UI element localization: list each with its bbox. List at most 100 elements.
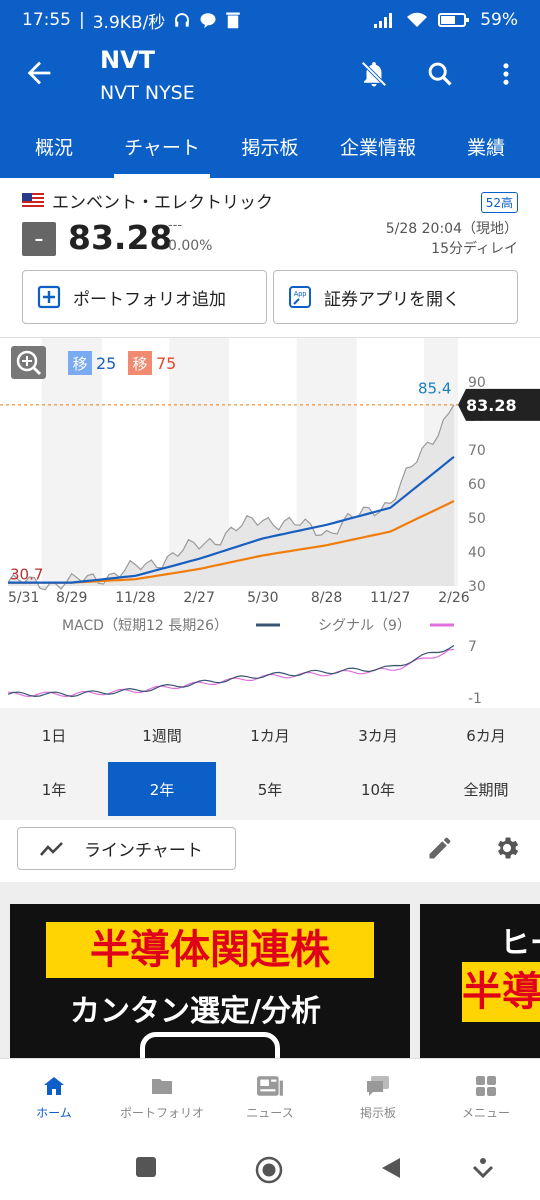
system-nav-bar [0, 1136, 540, 1200]
tab-board[interactable]: 掲示板 [241, 136, 299, 159]
price-change: --- [168, 218, 183, 233]
macd-legend-label: MACD（短期12 長期26） [62, 618, 228, 634]
period-1w[interactable]: 1週間 [142, 726, 182, 745]
period-3m[interactable]: 3カ月 [358, 726, 398, 745]
grid-icon [476, 1076, 496, 1096]
open-securities-app-button[interactable]: App 証券アプリを開く [273, 270, 518, 324]
page-subtitle: NVT NYSE [100, 82, 195, 104]
macd-tick-top: 7 [468, 639, 477, 655]
app-icon-text: App [294, 291, 307, 298]
ma75-legend-glyph: 移 [132, 355, 147, 373]
nav-home[interactable]: ホーム [0, 1059, 108, 1136]
chart-type-button[interactable]: ラインチャート [17, 827, 236, 870]
nav-arrow-down-icon[interactable] [472, 1156, 494, 1180]
banner-headline: 半導体関連株 [46, 922, 374, 978]
chart-tool-row: ラインチャート [0, 820, 540, 882]
trash-icon [226, 12, 241, 29]
x-tick-label: 2/27 [183, 590, 214, 606]
more-vertical-icon [503, 63, 509, 85]
low-label: 30.7 [10, 566, 43, 584]
bottom-navigation: ホーム ポートフォリオ ニュース 掲示板 メニュー [0, 1058, 540, 1136]
y-tick-label: 30 [468, 579, 486, 595]
search-button[interactable] [422, 56, 458, 92]
home-circle-icon[interactable] [255, 1156, 283, 1184]
promo-banner-next[interactable]: ヒー 半導 [420, 904, 540, 1058]
tab-chart[interactable]: チャート [108, 114, 216, 178]
y-tick-label: 70 [468, 443, 486, 459]
chart-band [41, 338, 102, 586]
settings-gear-icon[interactable] [493, 834, 521, 862]
ma25-line [8, 455, 455, 584]
bell-off-icon [361, 61, 387, 87]
52-week-high-badge: 52高 [480, 192, 518, 213]
nav-menu[interactable]: メニュー [432, 1059, 540, 1136]
chart-bands [41, 338, 458, 586]
banner-phone-graphic [140, 1032, 280, 1058]
y-tick-label: 50 [468, 511, 486, 527]
y-tick-label: 60 [468, 477, 486, 493]
period-1d[interactable]: 1日 [41, 726, 67, 745]
signal-legend-label: シグナル（9） [318, 618, 411, 634]
current-price-tag: 83.28 [458, 388, 540, 421]
status-time: 17:55 [22, 10, 71, 30]
banner2-subline: 半導 [462, 962, 540, 1022]
battery-percent: 59% [480, 10, 518, 30]
ma25-legend-swatch [68, 351, 92, 375]
recent-apps-icon[interactable] [135, 1156, 157, 1178]
nav-news[interactable]: ニュース [216, 1059, 324, 1136]
add-portfolio-button[interactable]: ポートフォリオ追加 [22, 270, 267, 324]
high-label: 85.4 [418, 380, 451, 398]
period-1y[interactable]: 1年 [41, 780, 67, 799]
app-bar: NVT NVT NYSE [0, 40, 540, 114]
period-2y[interactable]: 2年 [108, 762, 216, 816]
banner2-headline: ヒー [500, 926, 540, 961]
period-6m[interactable]: 6カ月 [466, 726, 506, 745]
promo-banner-semiconductor[interactable]: 半導体関連株 カンタン選定/分析 [10, 904, 410, 1058]
ma75-legend-swatch [128, 351, 152, 375]
zoom-in-button[interactable] [11, 346, 46, 379]
wifi-icon [407, 12, 428, 27]
y-tick-label: 40 [468, 545, 486, 561]
notifications-off-button[interactable] [356, 56, 392, 92]
nav-board[interactable]: 掲示板 [324, 1059, 432, 1136]
status-bar: 17:55 | 3.9KB/秒 59% [0, 0, 540, 40]
headphones-icon [175, 13, 190, 27]
promo-banner-area: 半導体関連株 カンタン選定/分析 ヒー 半導 [0, 882, 540, 1058]
tab-earnings[interactable]: 業績 [466, 136, 505, 159]
signal-line [7, 648, 455, 698]
back-triangle-icon[interactable] [380, 1156, 402, 1180]
more-menu-button[interactable] [488, 56, 524, 92]
stock-chart[interactable]: 移 25 移 75 90807060504030 5/318/2911/282/… [0, 338, 540, 710]
banner-subline: カンタン選定/分析 [70, 994, 321, 1029]
x-tick-label: 2/26 [438, 590, 470, 606]
plus-box-icon [37, 285, 61, 309]
nav-portfolio[interactable]: ポートフォリオ [108, 1059, 216, 1136]
status-speed: 3.9KB/秒 [92, 12, 166, 33]
back-button[interactable] [22, 56, 56, 90]
period-5y[interactable]: 5年 [257, 780, 283, 799]
arrow-left-icon [27, 61, 51, 85]
period-10y[interactable]: 10年 [360, 780, 396, 799]
x-tick-label: 8/28 [311, 590, 342, 606]
current-price-tag-text: 83.28 [466, 396, 517, 415]
price-area [8, 404, 454, 590]
pencil-icon[interactable] [426, 834, 454, 862]
app-icon: App [289, 286, 311, 308]
tab-company-info[interactable]: 企業情報 [339, 136, 416, 159]
page-title: NVT [100, 46, 156, 74]
x-tick-label: 11/28 [115, 590, 155, 606]
ma75-legend-value: 75 [156, 354, 176, 373]
line-chart-icon [40, 841, 63, 856]
tab-overview[interactable]: 概況 [34, 136, 73, 159]
chart-canvas: 移 25 移 75 90807060504030 5/318/2911/282/… [0, 338, 540, 707]
news-icon [257, 1076, 283, 1096]
battery-icon [438, 13, 470, 27]
x-tick-label: 8/29 [56, 590, 87, 606]
signal-icon [374, 13, 393, 28]
tab-bar: 概況 チャート 掲示板 企業情報 業績 [0, 114, 540, 178]
chart-type-label: ラインチャート [84, 841, 203, 861]
period-all[interactable]: 全期間 [463, 780, 509, 799]
quote-delay: 15分ディレイ [431, 241, 518, 257]
period-1m[interactable]: 1カ月 [250, 726, 290, 745]
quote-datetime: 5/28 20:04（現地） [385, 221, 518, 237]
